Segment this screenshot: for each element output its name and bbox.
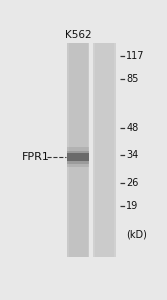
Text: 48: 48	[126, 123, 139, 134]
Text: K562: K562	[65, 30, 92, 40]
Bar	[67, 43, 90, 256]
Bar	[88, 43, 90, 256]
Bar	[67, 147, 90, 167]
Bar	[67, 43, 69, 256]
Text: FPR1: FPR1	[22, 152, 50, 162]
Text: 85: 85	[126, 74, 139, 84]
Bar	[67, 151, 90, 164]
Text: 117: 117	[126, 51, 145, 61]
Bar	[93, 43, 95, 256]
Bar	[114, 43, 116, 256]
Text: 19: 19	[126, 201, 139, 211]
Bar	[67, 153, 90, 161]
Text: 34: 34	[126, 150, 139, 160]
Text: (kD): (kD)	[126, 230, 147, 240]
Text: 26: 26	[126, 178, 139, 188]
Bar	[93, 43, 116, 256]
